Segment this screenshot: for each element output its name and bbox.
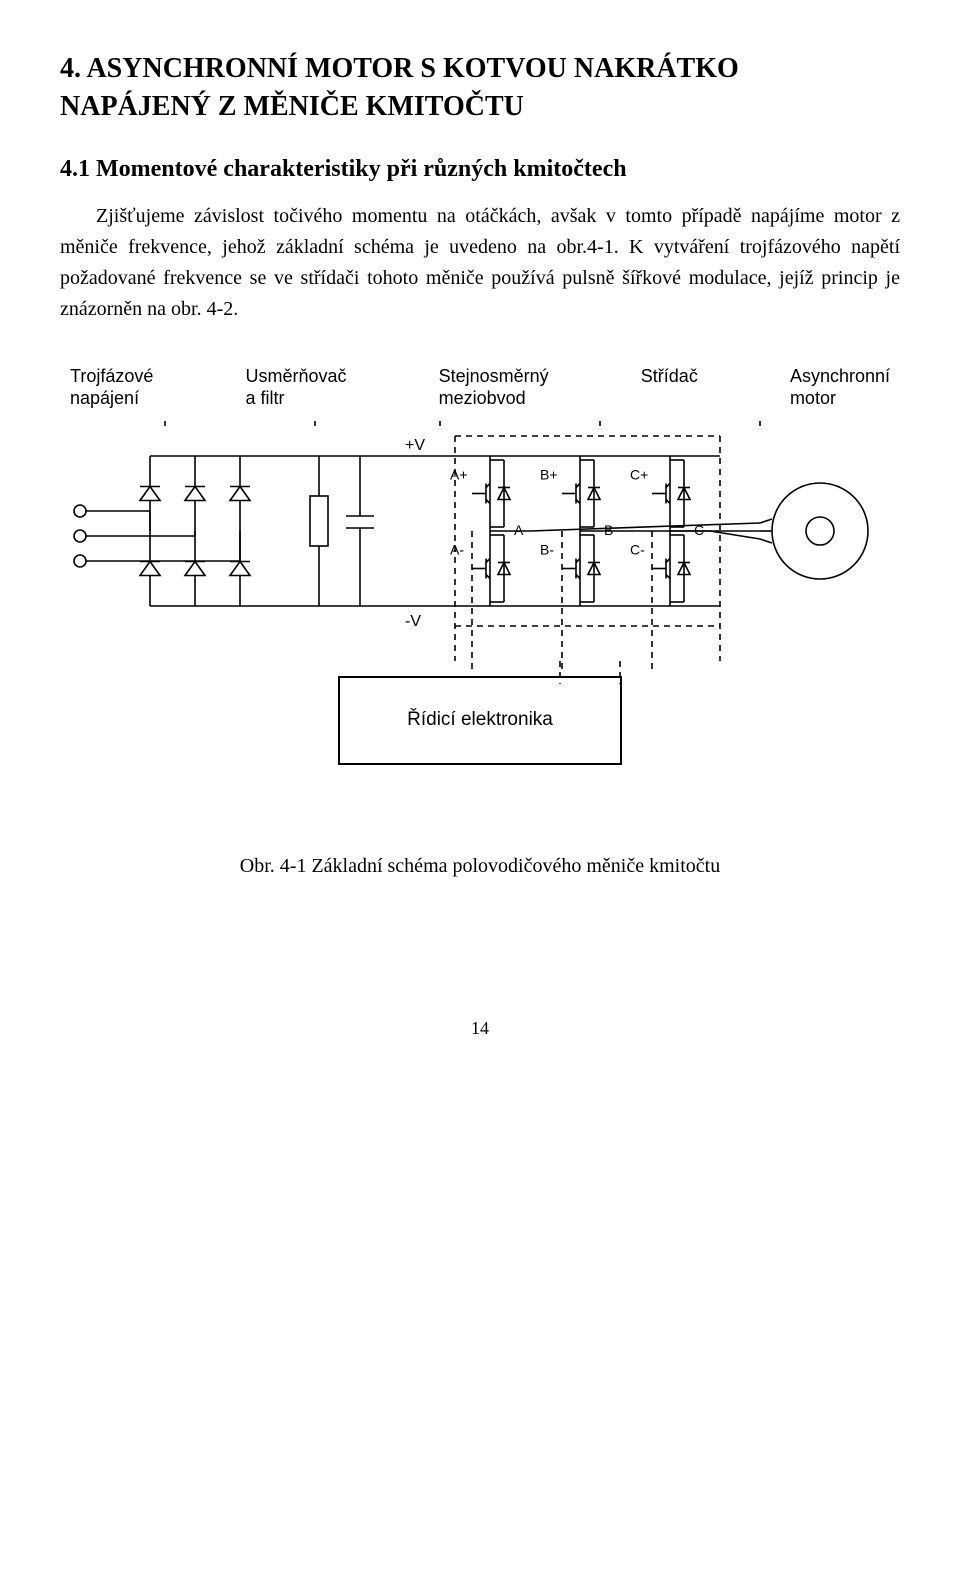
subheading: 4.1 Momentové charakteristiky při různýc… [60,156,900,183]
svg-text:B+: B+ [540,466,558,482]
svg-text:C-: C- [630,541,645,557]
circuit-diagram: +V-VA+A-AB+B-BC+C-C [60,416,900,686]
heading-line2: NAPÁJENÝ Z MĚNIČE KMITOČTU [60,91,524,122]
figure-caption: Obr. 4-1 Základní schéma polovodičového … [60,855,900,878]
svg-text:A: A [514,522,524,538]
label-motor: Asynchronní motor [790,365,890,410]
body-paragraph: Zjišťujeme závislost točivého momentu na… [60,201,900,325]
svg-text:+V: +V [405,437,425,454]
svg-text:B-: B- [540,541,554,557]
diagram-labels-row: Trojfázové napájení Usměrňovač a filtr S… [60,365,900,410]
label-dclink: Stejnosměrný meziobvod [439,365,549,410]
section-heading: 4. ASYNCHRONNÍ MOTOR S KOTVOU NAKRÁTKO N… [60,50,900,126]
heading-line1: 4. ASYNCHRONNÍ MOTOR S KOTVOU NAKRÁTKO [60,53,739,84]
svg-text:-V: -V [405,613,421,630]
svg-text:B: B [604,522,613,538]
svg-text:C+: C+ [630,466,648,482]
svg-text:A+: A+ [450,466,468,482]
svg-text:A-: A- [450,541,464,557]
page-number: 14 [60,1018,900,1039]
control-electronics-label: Řídicí elektronika [407,709,553,731]
label-supply: Trojfázové napájení [70,365,153,410]
circuit-svg: +V-VA+A-AB+B-BC+C-C [60,416,900,686]
label-rectifier: Usměrňovač a filtr [245,365,346,410]
label-inverter: Střídač [641,365,698,410]
control-electronics-box: Řídicí elektronika [338,676,622,765]
